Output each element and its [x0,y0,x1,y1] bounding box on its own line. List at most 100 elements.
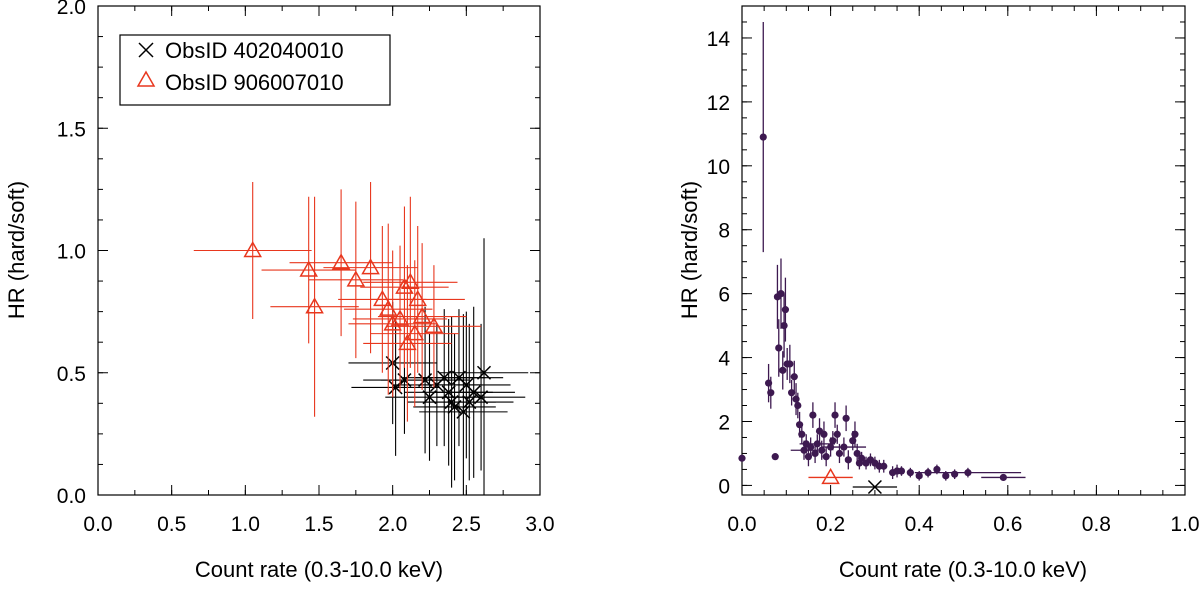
right-x-axis-title: Count rate (0.3-10.0 keV) [839,557,1087,582]
triangle-marker [346,270,366,287]
dot-marker [780,322,788,330]
y-tick-label: 12 [707,92,730,115]
dot-marker [779,366,787,374]
dot-marker [818,446,826,454]
triangle-marker [305,297,324,314]
triangle-marker [398,333,417,351]
dot-marker [829,437,837,445]
triangle-marker [373,289,392,307]
x-tick-label: 2.0 [378,513,407,536]
dot-marker [820,430,828,438]
cross-stroke [459,377,474,393]
dot-marker [933,465,941,474]
x-tick-label: 0.2 [816,513,845,536]
dot-marker [794,401,802,410]
dot-marker [767,389,775,397]
triangle-marker [243,240,262,258]
y-tick-label: 0 [718,475,730,498]
triangle-marker [405,324,425,341]
dot-marker [833,430,841,438]
left-x-axis-title: Count rate (0.3-10.0 keV) [195,557,443,582]
right-plot-frame [741,5,1186,496]
right-y-axis-title: HR (hard/soft) [677,181,702,319]
y-tick-label: 4 [718,348,730,371]
y-tick-label: 6 [718,284,730,307]
dot-marker [915,472,923,480]
dot-marker [851,430,859,438]
dot-marker [738,454,746,462]
dot-marker [775,344,783,352]
dot-marker [844,456,852,464]
left-y-axis-title: HR (hard/soft) [4,181,29,319]
triangle-marker [361,258,380,275]
x-tick-label: 3.0 [525,513,554,536]
x-tick-label: 1.0 [1170,513,1199,536]
right-data-marks [738,21,1026,495]
triangle-marker [299,260,318,277]
dot-marker [786,360,794,368]
y-tick-label: 14 [707,28,731,51]
left-tick-labels: 0.0 0.5 1.0 1.5 2.0 2.5 3.0 0.0 0.5 1.0 1.5 2.0 [57,0,555,536]
cross-stroke [476,365,492,380]
y-tick-label: 2.0 [57,0,86,19]
triangle-marker [424,316,444,334]
dot-marker [807,443,815,451]
cross-stroke [466,385,481,400]
dot-marker [831,411,839,419]
x-tick-label: 0.0 [727,513,756,536]
x-tick-label: 1.5 [304,513,333,536]
cross-marker [456,404,471,419]
triangle-marker [331,253,351,270]
dot-marker [942,472,950,480]
x-tick-label: 0.4 [905,513,935,536]
left-panel: 0.0 0.5 1.0 1.5 2.0 2.5 3.0 0.0 0.5 1.0 1.5 2.0 Obs… [4,0,555,582]
dot-marker [835,449,844,458]
cross-stroke [867,479,882,495]
y-tick-label: 1.5 [57,118,86,141]
legend: ObsID 402040010 ObsID 906007010 [119,34,391,106]
x-tick-label: 2.5 [452,513,481,536]
left-data-marks [193,182,529,495]
dot-marker [858,454,866,462]
triangle-marker [395,277,414,294]
dot-marker [853,449,861,458]
cross-marker [422,390,437,405]
cross-marker [867,479,882,495]
dot-marker [880,462,888,470]
dot-marker [771,453,779,461]
legend-box [119,34,391,106]
right-panel: 0.0 0.2 0.4 0.6 0.8 1.0 0 2 4 6 8 10 12 14 Count rate… [677,5,1200,582]
x-tick-label: 0.0 [83,513,112,536]
dot-marker [822,453,830,461]
y-tick-label: 8 [718,220,730,243]
cross-stroke [422,390,437,405]
dot-marker [964,469,972,477]
legend-triangle-icon [136,70,156,87]
dot-marker [777,290,785,298]
dot-marker [842,414,850,422]
y-tick-label: 1.0 [57,241,86,264]
cross-marker [474,390,489,405]
x-tick-label: 0.6 [993,513,1022,536]
legend-cross-icon [138,42,154,58]
cross-marker [466,385,481,400]
dot-marker [790,373,798,381]
cross-stroke [474,390,489,405]
triangle-marker [383,314,402,331]
x-tick-label: 1.0 [231,513,260,536]
dot-marker [840,443,848,451]
y-tick-label: 2 [718,411,730,434]
dot-marker [897,467,906,475]
right-axis-ticks [741,5,1186,495]
cross-marker [476,365,492,380]
dot-marker [788,389,796,397]
legend-entry-2: ObsID 906007010 [165,70,344,95]
dot-marker [781,306,790,314]
y-tick-label: 0.5 [57,363,86,386]
dot-marker [759,133,767,141]
triangle-marker [412,307,432,324]
x-tick-label: 0.5 [157,513,186,536]
y-tick-label: 10 [707,156,730,179]
